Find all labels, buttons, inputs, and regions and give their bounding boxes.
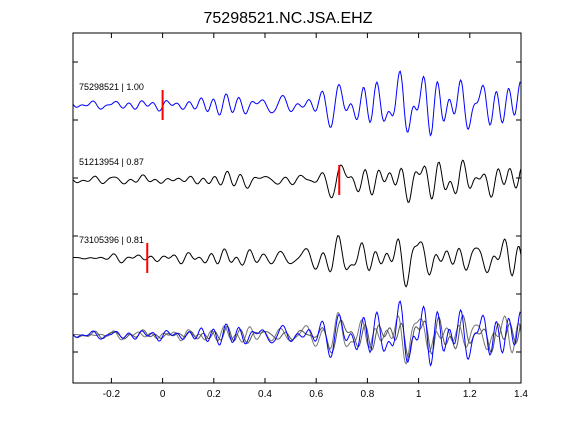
plot-frame	[72, 32, 522, 384]
traces-layer	[72, 70, 522, 367]
overlay-trace-1	[72, 300, 522, 367]
x-tick-label: 0.4	[258, 389, 272, 400]
axis-ticks-layer: -0.2 0 0.2 0.4 0.6 0.8 1 1.2 1.4	[73, 33, 528, 400]
x-tick-label: 1.2	[463, 389, 477, 400]
trace-label-2: 51213954 | 0.87	[79, 157, 144, 167]
trace-line-2	[72, 159, 522, 203]
x-tick-label: -0.2	[103, 389, 121, 400]
trace-labels-layer: 75298521 | 1.00 51213954 | 0.87 73105396 |…	[79, 82, 144, 245]
x-tick-label: 1.4	[514, 389, 528, 400]
x-tick-label: 0.6	[309, 389, 323, 400]
x-tick-label: 0	[160, 389, 166, 400]
trace-label-3: 73105396 | 0.81	[79, 235, 144, 245]
chart-title: 75298521.NC.JSA.EHZ	[204, 10, 373, 27]
trace-label-1: 75298521 | 1.00	[79, 82, 144, 92]
x-tick-label: 0.8	[360, 389, 374, 400]
pick-markers-layer	[146, 90, 341, 273]
x-tick-label: 1	[416, 389, 422, 400]
x-tick-label: 0.2	[207, 389, 221, 400]
overlay-trace-3	[73, 311, 522, 365]
trace-line-1	[72, 70, 522, 137]
